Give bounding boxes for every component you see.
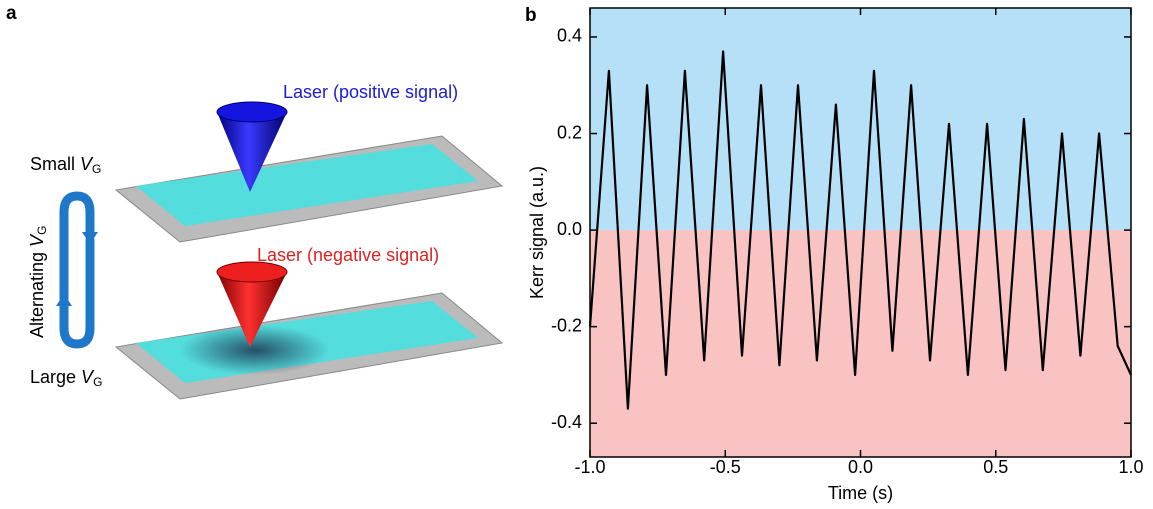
y-tick-label: 0.0: [557, 219, 582, 239]
large-vg: Large VG: [30, 367, 102, 389]
bottom-plate: [114, 292, 504, 400]
y-tick-label: 0.2: [557, 122, 582, 142]
alternating-vg: Alternating VG: [27, 226, 49, 338]
laser-negative: Laser (negative signal): [257, 245, 439, 265]
alt-sub: G: [35, 226, 49, 235]
blue-cone: [216, 101, 288, 192]
small-var: V: [80, 154, 94, 174]
x-tick-label: 1.0: [1118, 457, 1143, 477]
positive-region: [590, 8, 1131, 231]
large-sub: G: [93, 375, 102, 389]
negative-region: [590, 230, 1131, 457]
red-cone: [216, 261, 288, 347]
top-plate: [114, 135, 504, 243]
x-axis-title: Time (s): [828, 483, 893, 503]
x-tick-label: -0.5: [710, 457, 741, 477]
loop-arrow: [56, 191, 98, 349]
panel-label: a: [6, 3, 17, 24]
y-axis-title: Kerr signal (a.u.): [527, 166, 547, 299]
x-tick-label: 0.0: [848, 457, 873, 477]
laser-positive: Laser (positive signal): [283, 82, 458, 102]
alt-text: Alternating: [27, 247, 47, 338]
panel-label: b: [525, 5, 537, 26]
y-tick-label: 0.4: [557, 26, 582, 46]
small-text: Small: [30, 154, 80, 174]
small-vg: Small VG: [30, 154, 101, 176]
x-tick-label: -1.0: [574, 457, 605, 477]
chart: b -1.0 -0.5 0.0 0.5 1.0 -0.4 -0.2 0.0 0.2 0.4 Time …: [525, 5, 1144, 503]
y-tick-label: -0.4: [551, 412, 582, 432]
x-tick-label: 0.5: [983, 457, 1008, 477]
large-text: Large: [30, 367, 81, 387]
y-tick-label: -0.2: [551, 315, 582, 335]
large-var: V: [81, 367, 95, 387]
alt-var: V: [27, 233, 47, 247]
small-sub: G: [92, 162, 101, 176]
kerr-line: [588, 50, 1132, 410]
